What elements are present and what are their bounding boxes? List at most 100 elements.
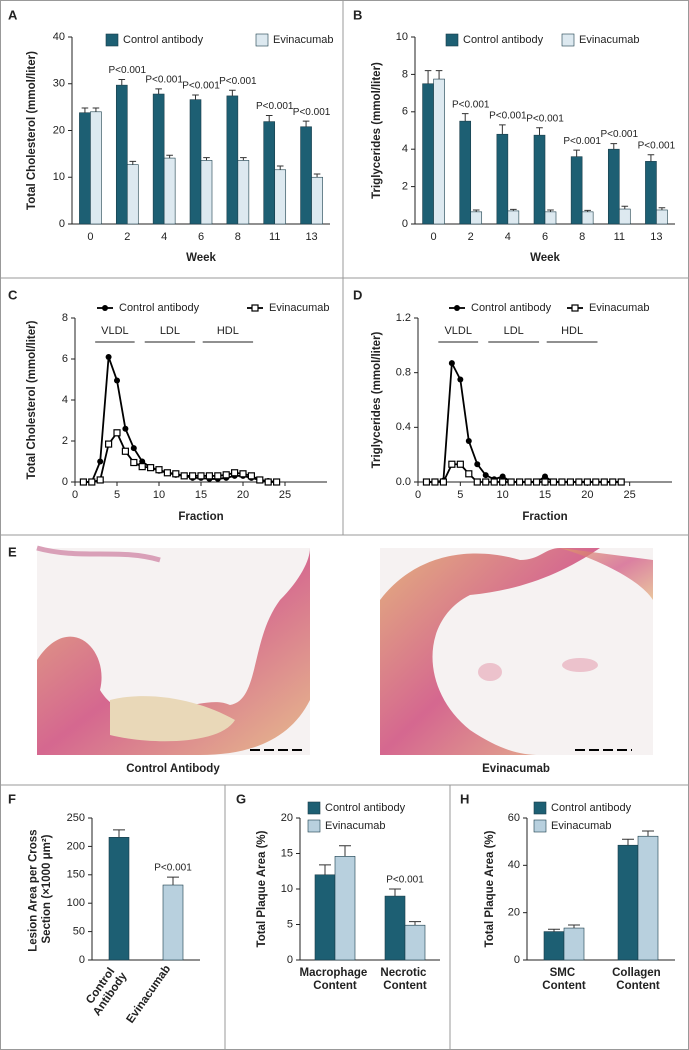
panel-label: E — [8, 544, 17, 559]
marker — [542, 473, 548, 480]
bar — [115, 84, 128, 225]
annotation: P<0.001 — [489, 111, 527, 122]
x-tick-label: 8 — [235, 231, 241, 243]
x-tick-label: SMC Content — [542, 967, 586, 992]
bar — [162, 884, 184, 961]
x-tick-label: 0 — [87, 231, 93, 243]
bar — [637, 835, 659, 961]
error-bar — [113, 829, 125, 838]
y-tick-label: 250 — [67, 812, 85, 824]
marker — [465, 438, 472, 444]
marker — [422, 478, 431, 486]
panel-label: D — [353, 287, 362, 302]
y-axis-label: Total Plaque Area (%) — [256, 830, 268, 947]
legend-label: Evinacumab — [589, 302, 650, 314]
legend-label: Control antibody — [123, 34, 204, 46]
x-axis-label: Week — [186, 252, 216, 264]
legend-label: Control antibody — [551, 802, 632, 814]
bar — [533, 134, 546, 225]
y-axis-label: Lesion Area per Cross Section (×1000 μm²… — [28, 826, 53, 951]
tissue — [380, 548, 600, 755]
range-label: HDL — [561, 325, 583, 337]
marker — [138, 463, 146, 471]
y-tick-label: 4 — [62, 394, 68, 406]
legend-label: Evinacumab — [579, 34, 640, 46]
marker — [155, 466, 163, 474]
y-tick-label: 8 — [62, 312, 68, 324]
marker — [473, 478, 481, 486]
y-tick-label: 0 — [62, 476, 68, 488]
x-tick-label: 13 — [305, 231, 317, 243]
legend-swatch — [255, 33, 269, 47]
bar — [645, 161, 657, 225]
x-tick-label: 0 — [72, 489, 78, 501]
marker — [172, 470, 180, 478]
y-tick-label: 15 — [281, 847, 293, 859]
y-tick-label: 5 — [287, 918, 293, 930]
error-bar — [499, 124, 506, 135]
marker — [456, 460, 464, 468]
marker — [499, 478, 507, 486]
x-tick-label: 0 — [431, 231, 437, 243]
marker — [247, 472, 255, 480]
x-tick-label: 5 — [114, 489, 120, 501]
image-caption: Control Antibody — [126, 763, 220, 775]
legend-marker — [251, 304, 259, 312]
marker — [273, 478, 281, 486]
marker — [431, 478, 439, 486]
error-bar — [302, 120, 310, 127]
bar — [507, 210, 520, 225]
x-tick-label: 6 — [198, 231, 204, 243]
marker — [549, 478, 558, 486]
series-line — [426, 463, 622, 483]
annotation: P<0.001 — [182, 81, 220, 92]
x-tick-label: 2 — [124, 231, 130, 243]
bar — [433, 78, 445, 225]
bar — [334, 856, 356, 961]
bar — [543, 931, 565, 961]
marker — [617, 478, 625, 486]
y-tick-label: 0.4 — [396, 421, 411, 433]
y-tick-label: 0.8 — [396, 367, 411, 379]
bar — [656, 209, 668, 225]
marker — [448, 460, 456, 468]
marker — [264, 478, 272, 486]
marker — [600, 478, 608, 486]
error-bar — [192, 94, 199, 100]
y-tick-label: 0 — [514, 954, 520, 966]
legend-swatch — [307, 819, 321, 833]
marker — [490, 478, 498, 486]
panel-label: C — [8, 287, 18, 302]
bar — [90, 111, 102, 225]
y-tick-label: 40 — [53, 31, 65, 43]
panel-label: H — [460, 791, 469, 806]
legend-label: Evinacumab — [269, 302, 330, 314]
y-tick-label: 0 — [59, 218, 65, 230]
y-tick-label: 0.0 — [396, 476, 411, 488]
annotation: P<0.001 — [154, 863, 192, 874]
y-tick-label: 10 — [281, 883, 293, 895]
marker — [231, 469, 239, 477]
marker — [130, 445, 137, 452]
y-tick-label: 0 — [79, 954, 85, 966]
marker — [558, 478, 566, 486]
bar — [152, 93, 165, 225]
error-bar — [276, 165, 284, 170]
bar — [607, 148, 620, 225]
error-bar — [547, 209, 554, 212]
y-tick-label: 20 — [281, 812, 293, 824]
y-tick-label: 200 — [67, 840, 85, 852]
x-tick-label: 25 — [624, 489, 636, 501]
bar — [263, 121, 276, 225]
legend-swatch — [445, 33, 459, 47]
x-tick-label: Evinacumab — [125, 963, 174, 1025]
bar — [79, 112, 91, 225]
bar — [570, 156, 583, 225]
error-bar — [548, 928, 560, 932]
error-bar — [229, 89, 236, 96]
marker — [214, 472, 222, 480]
marker — [139, 458, 146, 465]
marker — [439, 478, 447, 486]
error-bar — [203, 157, 210, 161]
x-tick-label: Collagen Content — [612, 967, 664, 992]
